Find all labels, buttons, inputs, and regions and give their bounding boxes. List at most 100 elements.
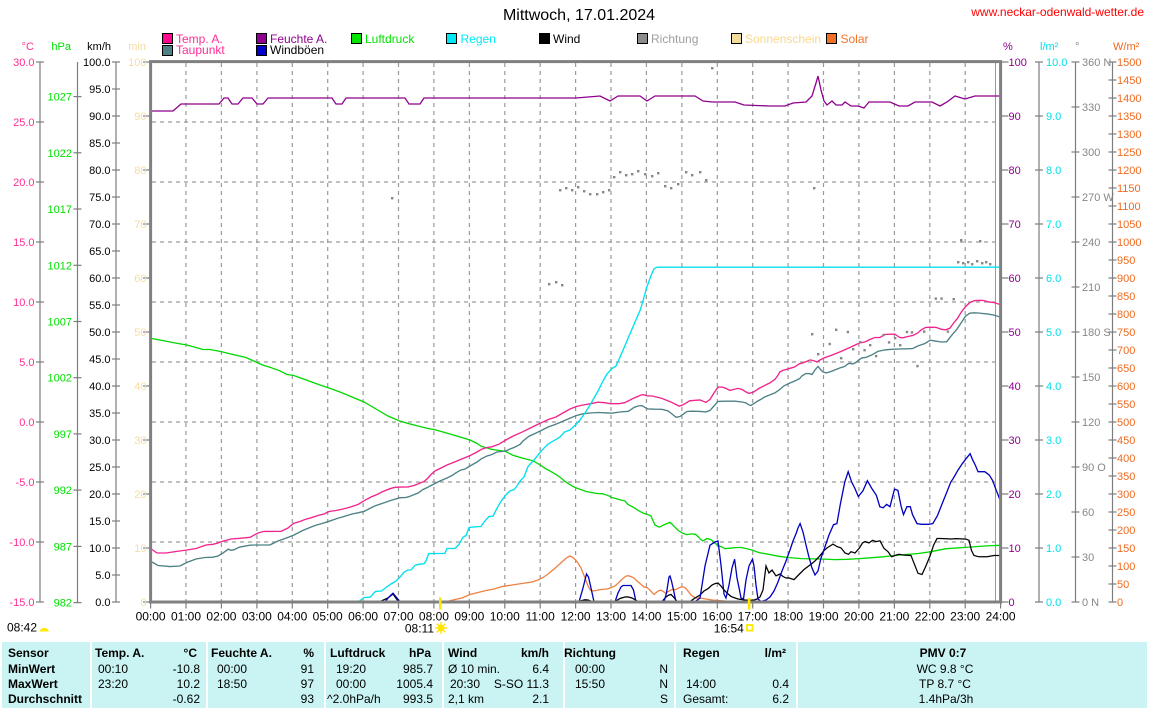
svg-text:25.0: 25.0	[89, 462, 110, 474]
svg-text:992: 992	[54, 485, 72, 497]
svg-text:997: 997	[54, 429, 72, 441]
svg-text:100: 100	[128, 57, 146, 69]
svg-text:9.0: 9.0	[1046, 111, 1061, 123]
svg-text:°: °	[1075, 41, 1079, 53]
svg-text:1007: 1007	[48, 317, 72, 329]
svg-text:900: 900	[1117, 273, 1135, 285]
svg-text:1350: 1350	[1117, 111, 1141, 123]
svg-text:360 N: 360 N	[1082, 57, 1111, 69]
svg-text:35.0: 35.0	[89, 408, 110, 420]
svg-text:120: 120	[1082, 417, 1100, 429]
svg-text:1.0: 1.0	[1046, 543, 1061, 555]
svg-text:750: 750	[1117, 327, 1135, 339]
svg-text:90: 90	[1009, 111, 1021, 123]
svg-text:06:00: 06:00	[348, 610, 378, 624]
svg-text:1450: 1450	[1117, 75, 1141, 87]
svg-text:700: 700	[1117, 345, 1135, 357]
svg-text:0 N: 0 N	[1082, 597, 1099, 609]
svg-text:3.0: 3.0	[1046, 435, 1061, 447]
svg-text:80.0: 80.0	[89, 165, 110, 177]
svg-text:1050: 1050	[1117, 219, 1141, 231]
svg-text:5.0: 5.0	[1046, 327, 1061, 339]
svg-text:85.0: 85.0	[89, 138, 110, 150]
svg-text:0: 0	[1009, 597, 1015, 609]
svg-text:95.0: 95.0	[89, 84, 110, 96]
svg-text:1300: 1300	[1117, 129, 1141, 141]
svg-text:330: 330	[1082, 102, 1100, 114]
svg-text:987: 987	[54, 541, 72, 553]
svg-text:01:00: 01:00	[171, 610, 201, 624]
svg-text:°C: °C	[22, 41, 34, 53]
svg-text:09:00: 09:00	[454, 610, 484, 624]
svg-text:40: 40	[134, 381, 146, 393]
svg-text:10.0: 10.0	[89, 543, 110, 555]
svg-text:min: min	[128, 41, 146, 53]
svg-text:2.0: 2.0	[1046, 489, 1061, 501]
svg-text:25.0: 25.0	[13, 117, 34, 129]
svg-text:1500: 1500	[1117, 57, 1141, 69]
svg-text:30: 30	[134, 435, 146, 447]
svg-text:55.0: 55.0	[89, 300, 110, 312]
svg-text:80: 80	[1009, 165, 1021, 177]
svg-text:19:00: 19:00	[809, 610, 839, 624]
svg-text:15.0: 15.0	[89, 516, 110, 528]
svg-text:75.0: 75.0	[89, 192, 110, 204]
svg-text:-10.0: -10.0	[9, 537, 34, 549]
svg-text:1000: 1000	[1117, 237, 1141, 249]
svg-text:4.0: 4.0	[1046, 381, 1061, 393]
svg-text:45.0: 45.0	[89, 354, 110, 366]
svg-text:10:00: 10:00	[490, 610, 520, 624]
svg-text:1027: 1027	[48, 92, 72, 104]
svg-text:30: 30	[1082, 552, 1094, 564]
svg-text:20.0: 20.0	[89, 489, 110, 501]
svg-text:60: 60	[1009, 273, 1021, 285]
svg-text:80: 80	[134, 165, 146, 177]
svg-text:0.0: 0.0	[1046, 597, 1061, 609]
svg-text:23:00: 23:00	[950, 610, 980, 624]
svg-text:90: 90	[134, 111, 146, 123]
svg-text:1100: 1100	[1117, 201, 1141, 213]
svg-text:15:00: 15:00	[667, 610, 697, 624]
svg-text:0: 0	[140, 597, 146, 609]
svg-text:22:00: 22:00	[915, 610, 945, 624]
svg-text:5.0: 5.0	[19, 357, 34, 369]
svg-text:7.0: 7.0	[1046, 219, 1061, 231]
svg-text:10.0: 10.0	[13, 297, 34, 309]
svg-text:6.0: 6.0	[1046, 273, 1061, 285]
svg-text:210: 210	[1082, 282, 1100, 294]
svg-text:250: 250	[1117, 507, 1135, 519]
svg-text:70: 70	[134, 219, 146, 231]
svg-text:40.0: 40.0	[89, 381, 110, 393]
svg-text:20:00: 20:00	[844, 610, 874, 624]
svg-text:20: 20	[1009, 489, 1021, 501]
svg-text:10: 10	[1009, 543, 1021, 555]
svg-text:%: %	[1003, 41, 1013, 53]
svg-text:650: 650	[1117, 363, 1135, 375]
svg-text:500: 500	[1117, 417, 1135, 429]
svg-text:270 W: 270 W	[1082, 192, 1114, 204]
svg-text:l/m²: l/m²	[1040, 41, 1059, 53]
svg-text:600: 600	[1117, 381, 1135, 393]
svg-text:1200: 1200	[1117, 165, 1141, 177]
svg-text:90.0: 90.0	[89, 111, 110, 123]
svg-text:km/h: km/h	[87, 41, 111, 53]
svg-text:10.0: 10.0	[1046, 57, 1067, 69]
svg-text:18:00: 18:00	[773, 610, 803, 624]
svg-text:0.0: 0.0	[95, 597, 110, 609]
svg-text:02:00: 02:00	[206, 610, 236, 624]
svg-text:1400: 1400	[1117, 93, 1141, 105]
svg-text:90 O: 90 O	[1082, 462, 1106, 474]
svg-text:10: 10	[134, 543, 146, 555]
svg-text:240: 240	[1082, 237, 1100, 249]
svg-text:12:00: 12:00	[561, 610, 591, 624]
svg-text:20.0: 20.0	[13, 177, 34, 189]
svg-text:1012: 1012	[48, 260, 72, 272]
svg-text:400: 400	[1117, 453, 1135, 465]
svg-text:40: 40	[1009, 381, 1021, 393]
svg-text:982: 982	[54, 598, 72, 610]
svg-text:5.0: 5.0	[95, 570, 110, 582]
svg-text:150: 150	[1082, 372, 1100, 384]
svg-text:100.0: 100.0	[83, 57, 111, 69]
svg-text:16:00: 16:00	[702, 610, 732, 624]
svg-text:07:00: 07:00	[384, 610, 414, 624]
